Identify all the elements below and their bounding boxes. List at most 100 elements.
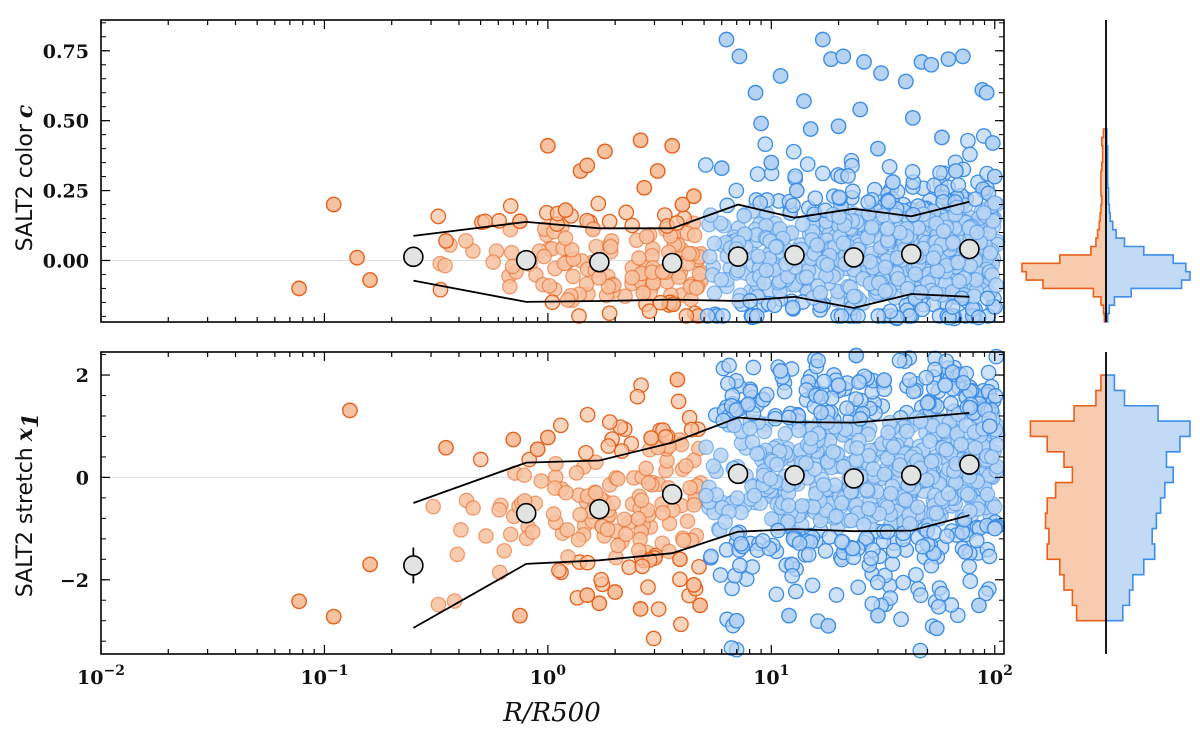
inner-point [458, 233, 474, 249]
outer-point [880, 424, 896, 441]
outer-point [698, 439, 714, 456]
inner-point [565, 268, 581, 285]
outer-point [831, 209, 847, 225]
x-tick-base: 10 [753, 667, 779, 689]
outer-point [814, 165, 831, 182]
outer-point [904, 163, 921, 180]
inner-point [545, 506, 562, 522]
outer-point [835, 458, 852, 475]
outer-point [852, 411, 869, 427]
outer-outlier-point [923, 56, 940, 73]
outer-outlier-point [971, 597, 987, 614]
outer-point [749, 166, 766, 182]
y-tick-label: 2 [76, 365, 89, 387]
outer-point [777, 425, 794, 442]
outer-point [919, 472, 935, 488]
outer-point [962, 399, 978, 416]
outer-point [914, 538, 931, 555]
stretch-ylabel-sub: 1 [18, 413, 44, 428]
outer-point [860, 500, 877, 517]
inner-outlier-point [672, 551, 688, 568]
inner-outlier-point [692, 597, 708, 614]
outer-point [740, 396, 757, 413]
outer-point [934, 585, 950, 602]
outer-point [938, 441, 955, 458]
inner-point [536, 248, 552, 265]
outer-point [729, 490, 746, 506]
outer-point [732, 557, 748, 574]
inner-point [631, 250, 647, 266]
outer-point [766, 297, 783, 314]
outer-point [850, 579, 867, 596]
outer-outlier-point [904, 109, 921, 126]
inner-point [551, 562, 567, 579]
inner-point [640, 579, 656, 596]
outer-outlier-point [772, 68, 789, 84]
scatter-cloud [291, 347, 1006, 659]
outer-point [979, 486, 996, 503]
inner-outlier-point [539, 429, 556, 446]
inner-histogram [1029, 374, 1107, 622]
outer-outlier-point [933, 129, 950, 146]
inner-point [681, 245, 697, 262]
stretch-ylabel-symbol: x [12, 427, 38, 442]
outer-point [798, 455, 814, 472]
outer-point [925, 250, 942, 267]
outer-point [927, 285, 944, 302]
inner-outlier-point [362, 272, 378, 288]
inner-point [691, 266, 708, 282]
inner-point [558, 484, 574, 501]
inner-point [640, 475, 657, 491]
outer-point [984, 449, 1000, 465]
inner-point [686, 497, 702, 513]
outer-point [949, 199, 965, 216]
outer-point [850, 308, 866, 324]
outer-point [833, 495, 850, 511]
band-upper-line [413, 200, 970, 237]
outer-point [742, 383, 759, 400]
outer-point [794, 216, 811, 233]
outer-point [833, 533, 850, 550]
outer-point [890, 270, 906, 287]
inner-point [477, 213, 493, 230]
outer-point [742, 420, 758, 437]
axis-labels: SALT2 color c SALT2 stretch x1 R/R500 [12, 104, 601, 728]
inner-outlier-point [325, 196, 342, 213]
inner-point [691, 558, 707, 575]
outer-point [712, 567, 729, 583]
tick-marks [100, 20, 1004, 322]
inner-outlier-point [632, 601, 649, 617]
inner-point [449, 546, 466, 563]
inner-point [585, 221, 601, 238]
outer-outlier-point [835, 48, 852, 65]
outer-point [897, 492, 914, 508]
outer-point [705, 458, 722, 474]
inner-outlier-point [579, 587, 596, 604]
outer-point [733, 535, 749, 552]
inner-point [633, 492, 650, 509]
outer-point [884, 556, 901, 572]
inner-point [578, 444, 594, 461]
inner-point [502, 198, 519, 214]
bin-mean-point [661, 252, 683, 274]
outer-point [876, 466, 893, 483]
outer-point [951, 273, 968, 290]
outer-outlier-point [928, 620, 945, 637]
inner-point [635, 285, 651, 301]
inner-point [425, 498, 442, 515]
outer-point [940, 485, 957, 502]
outer-point [928, 505, 945, 522]
outer-point [844, 540, 861, 557]
outer-point [798, 269, 815, 286]
outer-point [784, 299, 801, 316]
inner-point [688, 280, 705, 296]
x-tick-exp: −1 [327, 663, 348, 679]
outer-point [918, 369, 935, 386]
outer-point [969, 224, 985, 241]
bin-mean-point [843, 247, 865, 268]
outer-outlier-point [830, 118, 847, 135]
inner-point [502, 526, 519, 543]
bin-mean-point [589, 251, 610, 273]
outer-point [721, 357, 737, 374]
outer-point [697, 157, 714, 173]
